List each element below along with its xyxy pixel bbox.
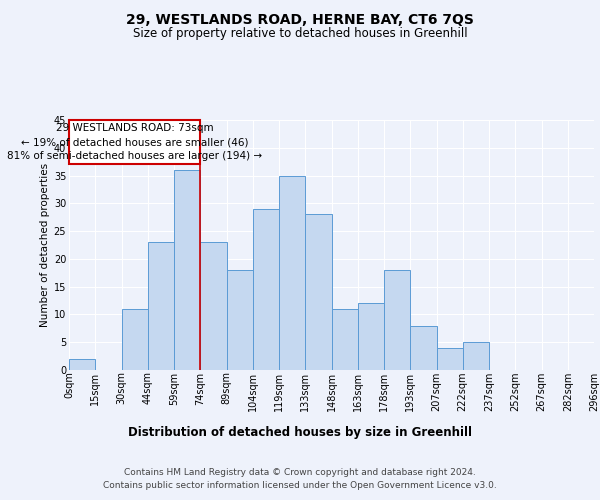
- Bar: [200, 242, 227, 370]
- Bar: [305, 214, 331, 370]
- Bar: [331, 309, 358, 370]
- Bar: [174, 170, 200, 370]
- Bar: [148, 242, 174, 370]
- Bar: [410, 326, 437, 370]
- Text: Size of property relative to detached houses in Greenhill: Size of property relative to detached ho…: [133, 28, 467, 40]
- Bar: [384, 270, 410, 370]
- Bar: [279, 176, 305, 370]
- Text: Contains HM Land Registry data © Crown copyright and database right 2024.: Contains HM Land Registry data © Crown c…: [124, 468, 476, 477]
- Bar: [69, 359, 95, 370]
- Bar: [437, 348, 463, 370]
- Bar: [358, 304, 384, 370]
- Bar: [463, 342, 489, 370]
- Bar: [253, 209, 279, 370]
- Text: Contains public sector information licensed under the Open Government Licence v3: Contains public sector information licen…: [103, 482, 497, 490]
- Bar: [227, 270, 253, 370]
- Y-axis label: Number of detached properties: Number of detached properties: [40, 163, 50, 327]
- Bar: [121, 309, 148, 370]
- Text: 29, WESTLANDS ROAD, HERNE BAY, CT6 7QS: 29, WESTLANDS ROAD, HERNE BAY, CT6 7QS: [126, 12, 474, 26]
- Text: 29 WESTLANDS ROAD: 73sqm
← 19% of detached houses are smaller (46)
81% of semi-d: 29 WESTLANDS ROAD: 73sqm ← 19% of detach…: [7, 123, 262, 161]
- Text: Distribution of detached houses by size in Greenhill: Distribution of detached houses by size …: [128, 426, 472, 439]
